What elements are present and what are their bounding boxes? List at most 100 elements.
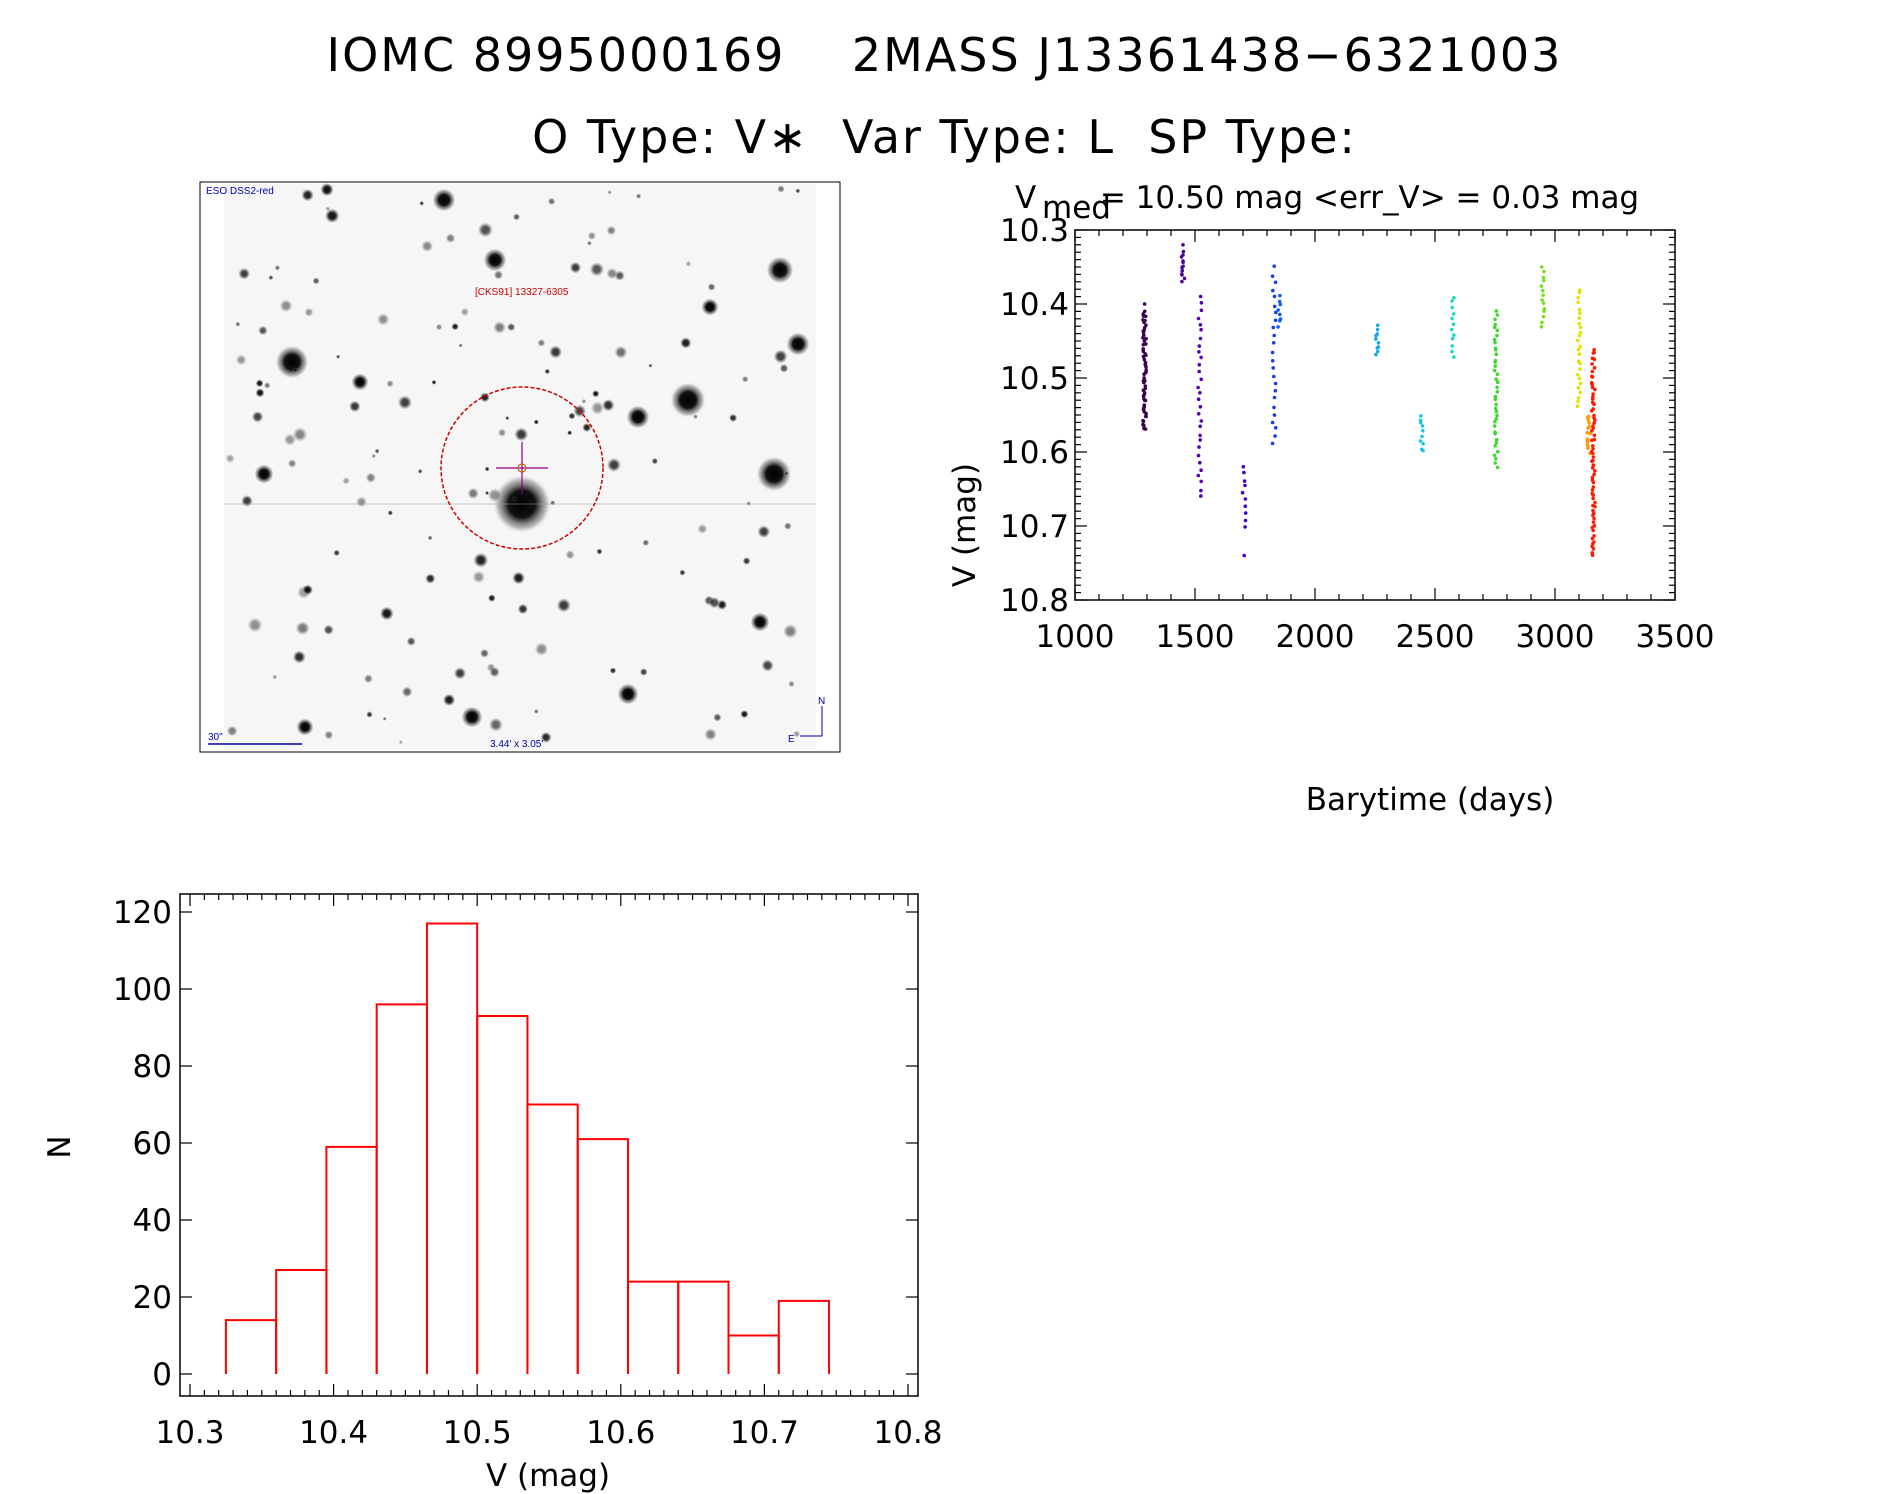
data-point: [1450, 344, 1454, 348]
data-point: [1273, 280, 1278, 285]
star: [451, 322, 459, 331]
star: [323, 624, 334, 636]
star: [713, 713, 722, 722]
stats-v-subscript: med: [1042, 190, 1111, 226]
data-point: [1591, 496, 1595, 501]
data-point: [1452, 355, 1456, 359]
data-point: [1495, 333, 1499, 338]
data-point: [1272, 413, 1277, 417]
histogram-bar: [727, 1334, 780, 1374]
data-point: [1451, 312, 1456, 316]
star: [550, 500, 556, 506]
data-point: [1272, 264, 1276, 268]
data-point: [1450, 305, 1454, 310]
data-point: [1270, 274, 1275, 278]
star: [639, 667, 648, 677]
star: [642, 539, 650, 547]
hist-x-axis-label: V (mag): [486, 1458, 610, 1494]
data-point: [1278, 319, 1282, 323]
histogram-bar: [476, 1014, 529, 1374]
star: [697, 523, 708, 535]
data-point: [1495, 389, 1500, 394]
star: [596, 548, 603, 555]
star: [324, 208, 340, 224]
data-point: [1243, 511, 1248, 515]
data-point: [1493, 432, 1497, 436]
star: [589, 261, 605, 277]
data-point: [1540, 320, 1544, 325]
star: [708, 596, 721, 609]
star: [540, 731, 552, 744]
data-point: [1142, 426, 1146, 431]
data-point: [1592, 433, 1597, 438]
data-point: [1591, 513, 1595, 518]
data-point: [1592, 421, 1596, 425]
histogram-bar: [677, 1280, 730, 1374]
data-point: [1494, 402, 1498, 407]
lc-series-epoch-11: [1539, 265, 1547, 329]
star: [679, 569, 686, 576]
data-point: [1494, 441, 1499, 445]
data-point: [1591, 493, 1595, 497]
data-point: [1142, 372, 1146, 376]
data-point: [1241, 464, 1246, 469]
data-point: [1495, 313, 1500, 317]
star: [365, 472, 377, 484]
star: [432, 188, 456, 212]
data-point: [1272, 395, 1277, 400]
data-point: [1493, 394, 1498, 399]
light-curve-points: [1141, 243, 1597, 558]
star: [606, 225, 617, 236]
star: [240, 494, 254, 508]
lc-y-tick-label: 10.7: [1000, 509, 1069, 545]
data-point: [1181, 249, 1186, 254]
lc-y-tick-label: 10.3: [1000, 213, 1069, 249]
star: [484, 490, 490, 496]
hist-x-tick-label: 10.7: [730, 1415, 799, 1451]
data-point: [1495, 449, 1500, 454]
data-point: [1590, 459, 1594, 464]
data-point: [1541, 301, 1546, 306]
scale-bar-label: 30": [208, 732, 223, 743]
star: [544, 368, 551, 375]
data-point: [1540, 298, 1544, 302]
star-field: [225, 182, 810, 745]
data-point: [1492, 337, 1497, 342]
data-point: [1198, 391, 1202, 395]
data-point: [1577, 290, 1582, 295]
data-point: [1142, 302, 1147, 306]
data-point: [1272, 333, 1276, 338]
histogram-bar: [777, 1299, 831, 1374]
star: [397, 395, 413, 410]
star: [492, 320, 507, 335]
data-point: [1585, 430, 1589, 435]
data-point: [1421, 429, 1425, 433]
star: [324, 730, 334, 740]
data-point: [1493, 397, 1498, 402]
data-point: [1492, 325, 1497, 330]
data-point: [1591, 447, 1595, 451]
data-point: [1271, 341, 1276, 345]
star: [301, 188, 315, 202]
star: [512, 213, 521, 221]
star: [398, 740, 403, 745]
star: [472, 570, 486, 584]
data-point: [1274, 310, 1278, 315]
data-point: [1270, 359, 1275, 363]
data-point: [1576, 300, 1580, 305]
data-point: [1141, 336, 1145, 340]
lc-y-tick-label: 10.6: [1000, 435, 1069, 471]
star: [417, 468, 423, 474]
star: [742, 556, 751, 566]
data-point: [1450, 299, 1454, 303]
data-point: [1591, 455, 1596, 459]
data-point: [1495, 465, 1500, 470]
data-point: [1591, 528, 1595, 533]
star: [777, 185, 785, 193]
star: [401, 686, 413, 698]
data-point: [1142, 357, 1147, 362]
star: [728, 413, 738, 423]
data-point: [1590, 369, 1595, 374]
data-point: [1419, 420, 1423, 425]
data-point: [1196, 316, 1201, 321]
